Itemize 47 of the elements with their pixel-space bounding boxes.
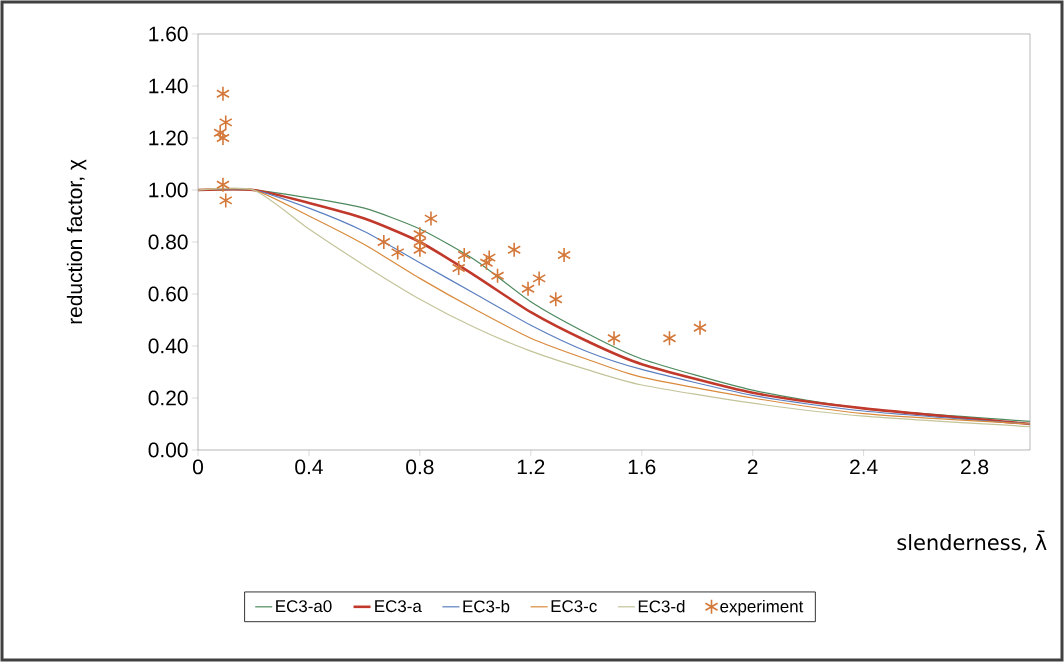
point — [532, 270, 546, 287]
y-tick-label: 0.20 — [148, 390, 188, 406]
point — [548, 291, 563, 307]
x-tick-label: 2 — [747, 459, 758, 475]
y-tick-label: 1.20 — [149, 130, 188, 146]
point — [451, 260, 466, 276]
legend-label: EC3-d — [638, 599, 685, 613]
legend-label: experiment — [720, 599, 804, 616]
point — [507, 241, 522, 258]
y-tick-label: 0.40 — [148, 338, 188, 354]
point — [424, 210, 438, 227]
legend-label: EC3-a0 — [276, 600, 332, 613]
legend-label: EC3-c — [551, 600, 597, 613]
point — [521, 280, 535, 297]
point — [557, 247, 571, 263]
x-tick-label: 0.8 — [406, 459, 434, 475]
point — [376, 234, 391, 250]
x-tick-label: 2.8 — [961, 459, 989, 475]
point — [482, 249, 497, 266]
x-tick-label: 1.2 — [517, 459, 545, 475]
point — [479, 254, 494, 271]
point — [693, 319, 707, 336]
point — [490, 267, 505, 284]
y-tick-label: 0.80 — [148, 234, 188, 250]
x-tick-label: 0.4 — [295, 459, 323, 475]
x-tick-label: 1.6 — [628, 459, 656, 475]
x-tick-label: 0 — [193, 459, 203, 475]
point — [216, 85, 230, 102]
point — [218, 192, 233, 209]
point — [216, 130, 230, 146]
y-tick-label: 0.00 — [148, 442, 188, 458]
y-tick-label: 0.60 — [148, 286, 188, 302]
y-axis-title: reduction factor, χ — [66, 159, 87, 324]
point — [457, 247, 472, 263]
point — [662, 330, 677, 346]
point — [216, 176, 230, 193]
y-tick-label: 1.40 — [149, 78, 188, 94]
point — [390, 244, 405, 261]
point — [213, 124, 228, 141]
legend-label: EC3-b — [463, 599, 510, 613]
legend-label: EC3-a — [375, 600, 422, 613]
point — [218, 114, 233, 131]
y-tick-label: 1.00 — [149, 182, 188, 198]
x-axis-title: slenderness, λ̄ — [897, 530, 1047, 553]
point — [607, 330, 621, 346]
x-tick-label: 2.4 — [850, 459, 878, 475]
y-tick-label: 1.60 — [149, 26, 188, 42]
